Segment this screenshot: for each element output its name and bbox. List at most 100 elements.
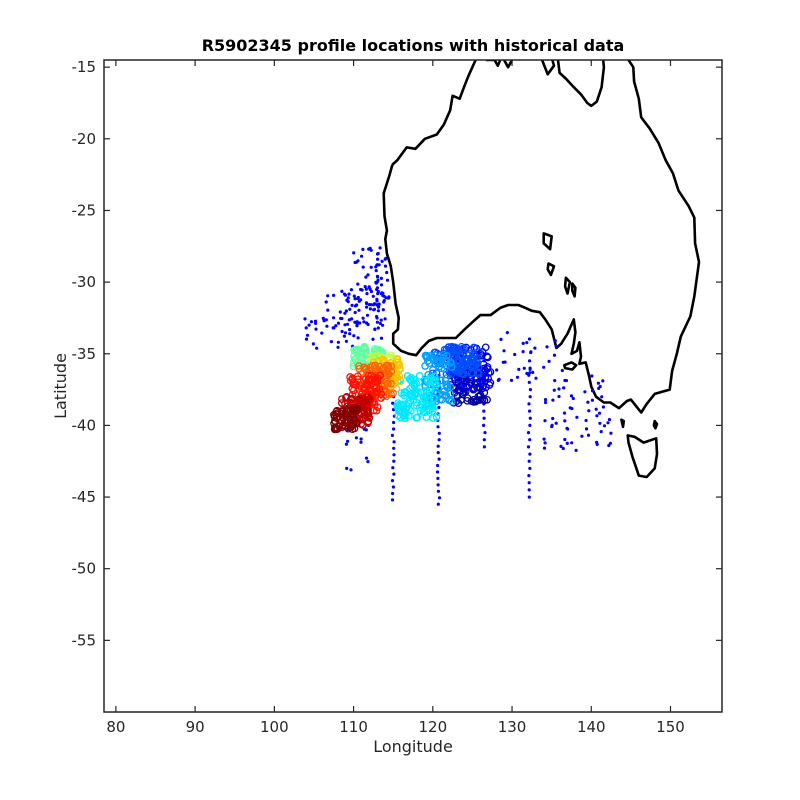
historical-point	[590, 389, 595, 393]
historical-point	[356, 295, 360, 300]
historical-point	[340, 316, 344, 321]
profile-location-marker	[401, 414, 409, 422]
profile-location-marker	[447, 363, 456, 371]
profile-location-marker	[425, 406, 434, 415]
historical-point	[599, 430, 603, 434]
historical-point	[499, 337, 503, 341]
historical-point	[322, 319, 326, 323]
historical-point	[497, 377, 501, 381]
historical-point	[391, 466, 395, 470]
historical-point	[557, 387, 561, 391]
historical-point	[375, 299, 379, 303]
historical-point	[377, 302, 381, 306]
historical-point	[521, 341, 525, 345]
profile-location-marker	[456, 353, 465, 362]
historical-point	[336, 345, 340, 349]
profile-location-marker	[332, 413, 341, 422]
historical-point	[528, 466, 532, 470]
x-tick-label: 100	[260, 718, 289, 736]
historical-point	[562, 386, 566, 390]
historical-point	[607, 418, 612, 422]
historical-point	[597, 411, 602, 415]
historical-point	[563, 419, 567, 423]
profile-location-marker	[380, 372, 389, 380]
profile-location-marker	[457, 342, 466, 351]
historical-point	[364, 456, 369, 460]
historical-point	[436, 476, 440, 480]
historical-point	[584, 427, 589, 431]
profile-location-marker	[358, 389, 367, 398]
historical-point	[527, 459, 531, 463]
historical-point	[313, 319, 318, 323]
historical-point	[357, 299, 361, 303]
coastline-island	[542, 232, 553, 251]
x-axis-label: Longitude	[373, 737, 453, 756]
profile-location-marker	[432, 413, 441, 421]
historical-point	[356, 336, 360, 340]
historical-point	[371, 337, 375, 341]
profile-location-marker	[397, 389, 406, 397]
profile-location-marker	[389, 389, 397, 398]
historical-point	[600, 395, 604, 399]
historical-point	[528, 423, 532, 427]
historical-point	[390, 433, 394, 437]
historical-point	[376, 309, 380, 313]
chart-title: R5902345 profile locations with historic…	[202, 36, 625, 55]
historical-point	[363, 285, 367, 289]
historical-point	[314, 327, 318, 331]
historical-point	[364, 275, 368, 279]
historical-point	[320, 331, 324, 335]
x-tick-label: 110	[339, 718, 368, 736]
historical-point	[515, 375, 520, 379]
historical-point	[528, 438, 532, 442]
profile-location-marker	[337, 407, 346, 415]
historical-point	[562, 411, 567, 415]
historical-point	[352, 294, 356, 298]
historical-point	[525, 371, 529, 376]
historical-point	[349, 288, 353, 292]
historical-point	[550, 423, 554, 427]
historical-point	[509, 378, 514, 382]
historical-point	[391, 485, 395, 489]
historical-point	[437, 457, 441, 461]
historical-point	[340, 329, 344, 334]
historical-point	[303, 317, 307, 321]
historical-point	[570, 441, 574, 445]
historical-point	[384, 256, 388, 260]
profile-location-marker	[394, 399, 402, 407]
profile-location-marker	[360, 363, 368, 372]
historical-point	[437, 438, 441, 442]
historical-point	[364, 287, 368, 291]
historical-point	[390, 479, 395, 483]
profile-location-marker	[441, 374, 450, 383]
historical-point	[609, 431, 613, 435]
historical-point	[381, 323, 385, 327]
historical-point	[380, 259, 384, 263]
profile-location-marker	[354, 345, 362, 354]
historical-point	[365, 292, 369, 296]
historical-point	[598, 421, 602, 425]
historical-point	[436, 489, 440, 493]
coastline-island	[563, 361, 578, 371]
profile-location-marker	[348, 409, 357, 418]
y-axis-ticks: -15 -20 -25 -30 -35 -40 -45 -50 -55	[72, 58, 722, 649]
profile-location-marker	[337, 410, 346, 418]
profile-location-marker	[473, 368, 482, 377]
coastline-island	[626, 434, 659, 479]
profile-location-marker	[384, 370, 393, 379]
historical-point	[435, 470, 440, 474]
profile-location-marker	[466, 354, 475, 363]
historical-point	[565, 441, 569, 445]
x-tick-label: 80	[106, 718, 125, 736]
historical-point	[362, 320, 366, 324]
profile-location-marker	[413, 413, 422, 422]
historical-point	[590, 374, 594, 378]
historical-point	[377, 263, 381, 267]
historical-point	[385, 278, 390, 282]
historical-point	[482, 445, 486, 449]
historical-point	[392, 446, 396, 450]
historical-point	[348, 332, 352, 336]
profile-location-marker	[451, 375, 459, 384]
profile-location-marker	[348, 413, 357, 422]
historical-point	[332, 293, 336, 297]
